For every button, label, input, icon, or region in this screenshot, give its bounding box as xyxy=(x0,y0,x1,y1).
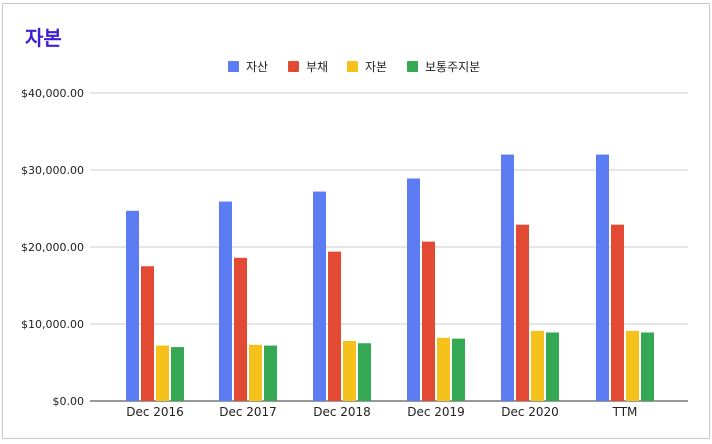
bar xyxy=(328,251,341,401)
bar xyxy=(641,332,654,401)
legend-label: 부채 xyxy=(306,60,328,74)
bar xyxy=(234,257,247,401)
bar xyxy=(501,154,514,401)
bar xyxy=(437,337,450,401)
bar xyxy=(358,343,371,401)
bar xyxy=(516,224,529,401)
bar xyxy=(219,201,232,401)
y-tick-label: $0.00 xyxy=(53,395,85,408)
x-axis: Dec 2016 Dec 2017 Dec 2018 Dec 2019 Dec 2020… xyxy=(126,405,637,419)
bars xyxy=(126,154,654,401)
legend-label: 보통주지분 xyxy=(425,60,480,74)
bar xyxy=(546,332,559,401)
y-axis: $0.00 $10,000.00 $20,000.00 $30,000.00 $40,0… xyxy=(21,87,84,408)
x-tick-label: Dec 2017 xyxy=(219,405,277,419)
legend-swatch xyxy=(407,61,418,72)
bar xyxy=(126,210,139,401)
y-tick-label: $20,000.00 xyxy=(21,241,84,254)
gridlines xyxy=(90,92,688,402)
bar xyxy=(626,330,639,401)
legend-swatch xyxy=(288,61,299,72)
bar xyxy=(264,345,277,401)
bar xyxy=(452,338,465,401)
bar xyxy=(422,241,435,401)
bar xyxy=(156,345,169,401)
y-tick-label: $30,000.00 xyxy=(21,164,84,177)
chart-title: 자본 xyxy=(25,26,62,50)
bar xyxy=(313,191,326,401)
x-tick-label: Dec 2020 xyxy=(501,405,559,419)
legend: 자산 부채 자본 보통주지분 xyxy=(228,60,480,74)
legend-swatch xyxy=(347,61,358,72)
bar xyxy=(141,266,154,401)
y-tick-label: $10,000.00 xyxy=(21,318,84,331)
bar xyxy=(611,224,624,401)
legend-label: 자산 xyxy=(246,60,268,74)
bar xyxy=(343,340,356,401)
legend-swatch xyxy=(228,61,239,72)
y-tick-label: $40,000.00 xyxy=(21,87,84,100)
bar xyxy=(531,330,544,401)
x-tick-label: TTM xyxy=(612,405,638,419)
bar xyxy=(171,347,184,401)
x-tick-label: Dec 2016 xyxy=(126,405,184,419)
legend-label: 자본 xyxy=(365,60,387,74)
x-tick-label: Dec 2018 xyxy=(313,405,371,419)
x-tick-label: Dec 2019 xyxy=(407,405,465,419)
bar xyxy=(596,154,609,401)
bar xyxy=(249,344,262,401)
bar xyxy=(407,178,420,401)
